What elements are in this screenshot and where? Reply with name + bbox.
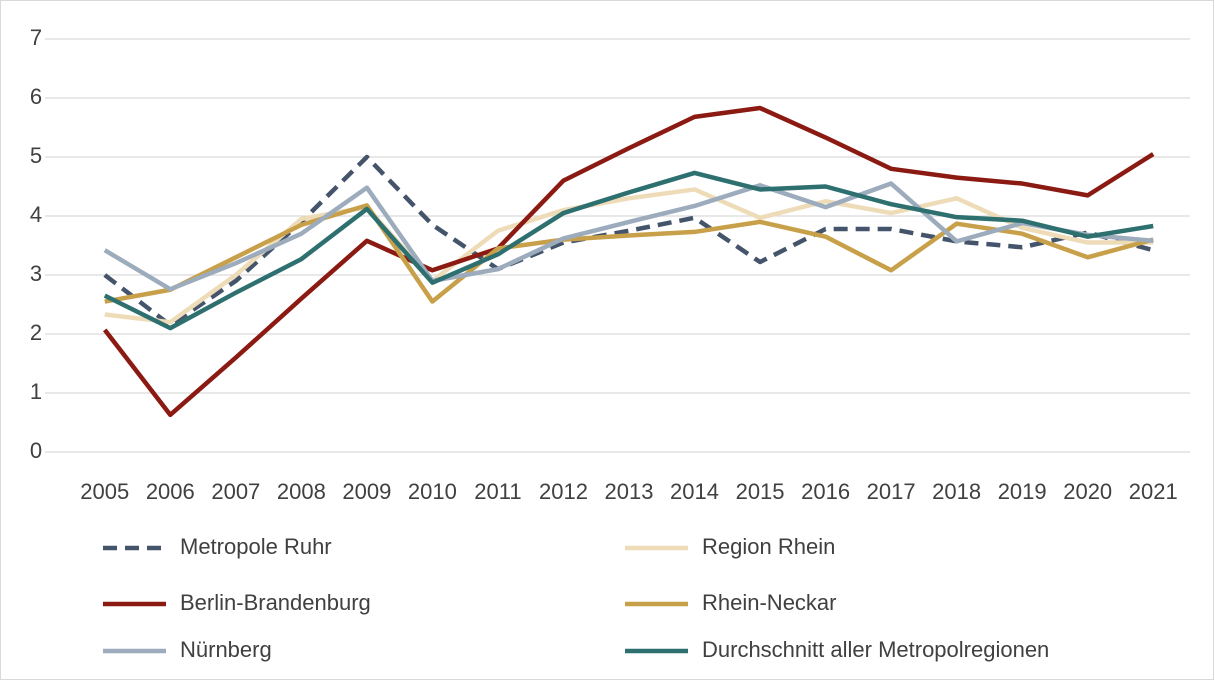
y-tick-label: 7 — [30, 25, 42, 50]
legend-label: Rhein-Neckar — [702, 590, 837, 615]
x-tick-label: 2016 — [801, 479, 850, 504]
x-tick-label: 2018 — [932, 479, 981, 504]
x-tick-label: 2009 — [342, 479, 391, 504]
y-tick-label: 6 — [30, 84, 42, 109]
x-tick-label: 2020 — [1063, 479, 1112, 504]
x-tick-label: 2010 — [408, 479, 457, 504]
x-tick-label: 2008 — [277, 479, 326, 504]
x-tick-label: 2012 — [539, 479, 588, 504]
legend-label: Berlin-Brandenburg — [180, 590, 371, 615]
y-tick-label: 0 — [30, 438, 42, 463]
x-tick-label: 2019 — [998, 479, 1047, 504]
x-tick-label: 2014 — [670, 479, 719, 504]
legend-label: Nürnberg — [180, 637, 272, 662]
series-line — [103, 181, 1154, 292]
legend-label: Region Rhein — [702, 534, 835, 559]
x-tick-label: 2021 — [1129, 479, 1178, 504]
x-tick-label: 2005 — [80, 479, 129, 504]
x-tick-label: 2006 — [146, 479, 195, 504]
y-tick-label: 2 — [30, 320, 42, 345]
x-tick-label: 2007 — [211, 479, 260, 504]
x-tick-label: 2015 — [736, 479, 785, 504]
x-tick-label: 2013 — [605, 479, 654, 504]
y-tick-label: 5 — [30, 143, 42, 168]
y-tick-label: 3 — [30, 261, 42, 286]
series-line — [102, 105, 1155, 418]
legend-label: Metropole Ruhr — [180, 534, 332, 559]
x-tick-label: 2017 — [867, 479, 916, 504]
series-line — [104, 203, 1154, 304]
y-tick-label: 4 — [30, 202, 42, 227]
x-tick-label: 2011 — [474, 479, 521, 504]
series-line — [103, 170, 1154, 331]
y-tick-label: 1 — [30, 379, 42, 404]
legend-label: Durchschnitt aller Metropolregionen — [702, 637, 1049, 662]
